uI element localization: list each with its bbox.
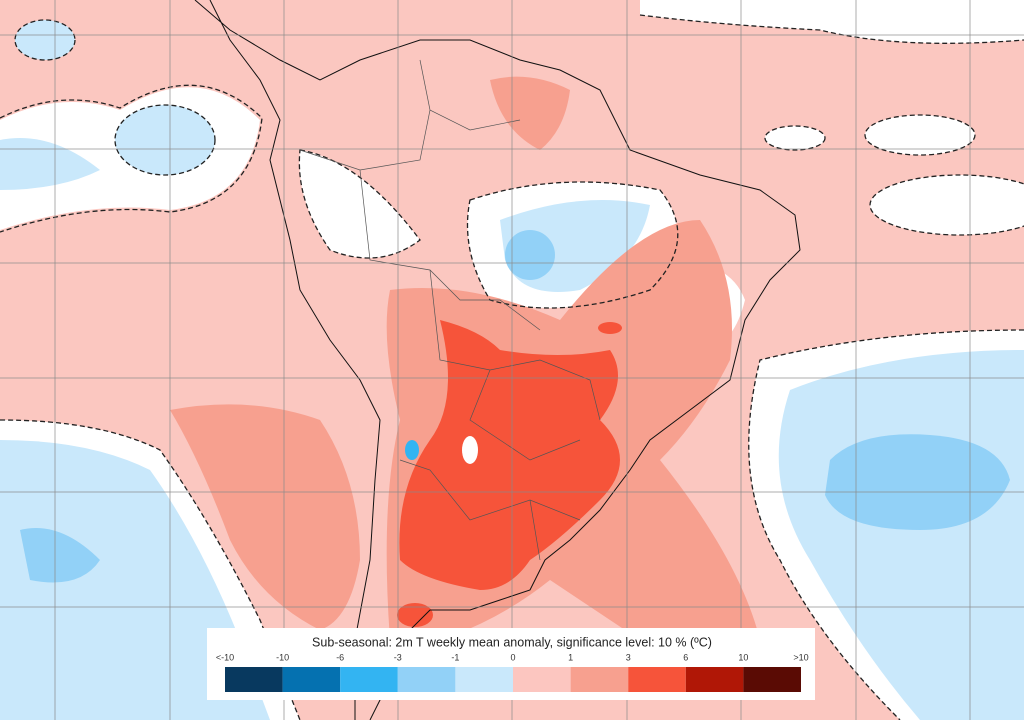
legend-title: Sub-seasonal: 2m T weekly mean anomaly, … — [312, 635, 712, 649]
coastlines — [194, 0, 801, 720]
legend-label: 1 — [568, 652, 573, 662]
legend-label: 6 — [683, 652, 688, 662]
legend-label: <-10 — [216, 652, 234, 662]
legend-label: -6 — [336, 652, 344, 662]
legend: Sub-seasonal: 2m T weekly mean anomaly, … — [207, 628, 815, 700]
legend-label: -10 — [276, 652, 289, 662]
legend-swatch — [628, 667, 686, 692]
legend-label: -3 — [394, 652, 402, 662]
legend-swatch — [685, 667, 744, 692]
legend-swatch — [282, 667, 341, 692]
legend-label: 3 — [626, 652, 631, 662]
legend-label: >10 — [793, 652, 808, 662]
legend-label: 10 — [738, 652, 748, 662]
dashed-contours — [0, 14, 1024, 720]
legend-label: -1 — [451, 652, 459, 662]
legend-swatch — [743, 667, 801, 692]
legend-swatch — [397, 667, 456, 692]
legend-swatch — [225, 667, 283, 692]
legend-swatch — [340, 667, 398, 692]
legend-swatch — [570, 667, 629, 692]
legend-swatch — [455, 667, 513, 692]
legend-label: 0 — [510, 652, 515, 662]
legend-swatch — [513, 667, 571, 692]
